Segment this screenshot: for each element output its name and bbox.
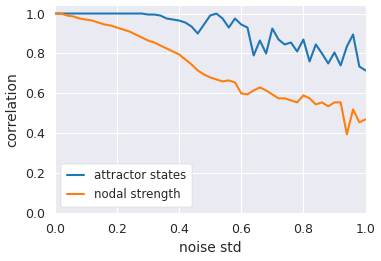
attractor states [53, 12, 57, 15]
nodal strength [121, 28, 125, 31]
X-axis label: noise std: noise std [179, 241, 242, 256]
nodal strength [258, 86, 262, 89]
nodal strength [53, 12, 57, 15]
attractor states [276, 38, 281, 41]
attractor states [146, 13, 150, 16]
Line: nodal strength: nodal strength [55, 14, 365, 134]
nodal strength [344, 133, 349, 136]
attractor states [363, 69, 368, 72]
nodal strength [357, 121, 362, 124]
nodal strength [146, 39, 150, 42]
Y-axis label: correlation: correlation [6, 72, 19, 147]
attractor states [152, 13, 157, 16]
Legend: attractor states, nodal strength: attractor states, nodal strength [61, 164, 192, 207]
attractor states [258, 39, 262, 42]
nodal strength [152, 41, 157, 44]
attractor states [357, 65, 362, 68]
nodal strength [363, 118, 368, 121]
Line: attractor states: attractor states [55, 14, 365, 70]
attractor states [121, 12, 125, 15]
nodal strength [276, 97, 281, 100]
